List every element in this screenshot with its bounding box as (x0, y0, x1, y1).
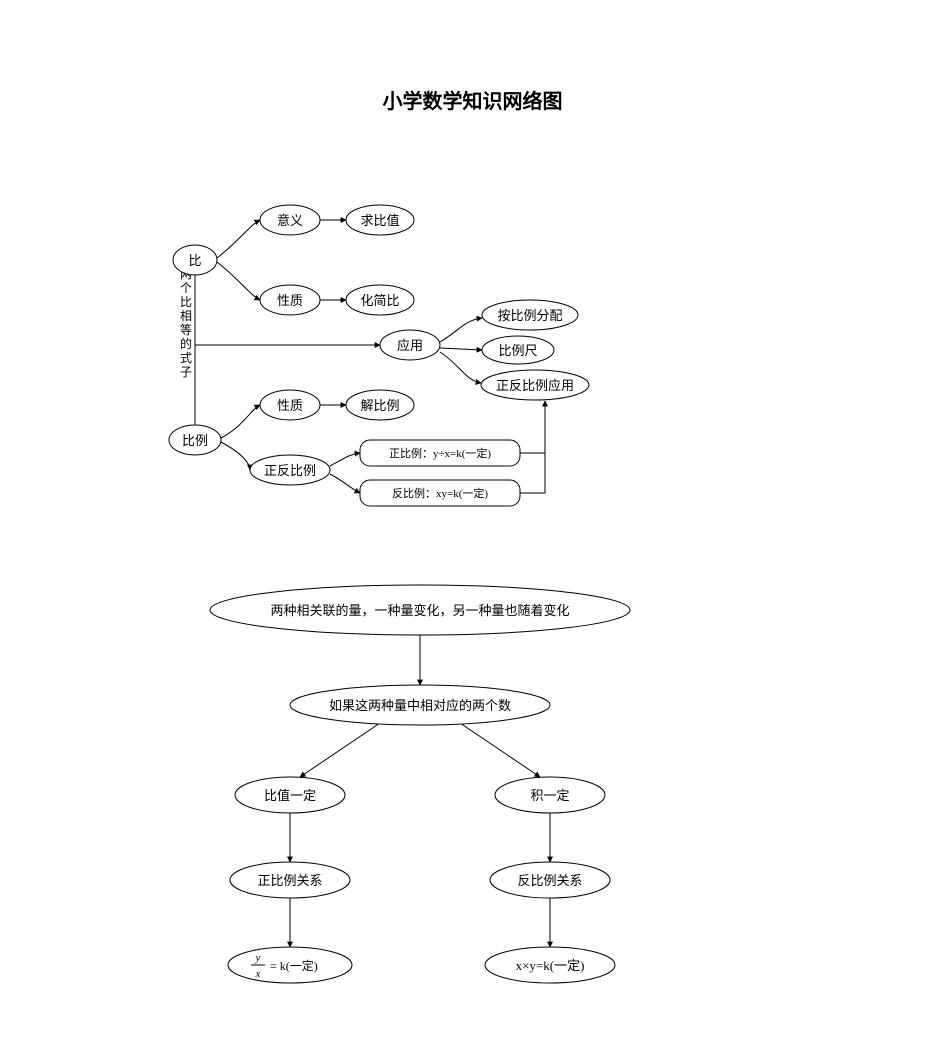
node-r1: 积一定 (495, 777, 605, 813)
node-label: 解比例 (360, 398, 399, 413)
node-huajianbi: 化简比 (346, 285, 414, 315)
page-title: 小学数学知识网络图 (0, 85, 945, 114)
node-label: 反比例：xy=k(一定) (392, 486, 488, 500)
node-label: 按比例分配 (497, 308, 562, 323)
node-label: 两种相关联的量，一种量变化，另一种量也随着变化 (270, 603, 569, 618)
node-label: 积一定 (530, 788, 569, 803)
node-label: 比值一定 (264, 788, 316, 803)
node-r2: 反比例关系 (490, 862, 610, 898)
node-label: 性质 (277, 398, 303, 413)
node-fbl: 反比例：xy=k(一定) (360, 480, 520, 506)
node-zfyy: 正反比例应用 (481, 370, 589, 400)
edge (440, 352, 481, 383)
edge (330, 474, 360, 493)
vertical-connector-label: 子 (180, 365, 192, 379)
node-label: 正反比例应用 (496, 378, 574, 393)
node-label: 正反比例 (264, 463, 316, 478)
svg-text:x: x (255, 968, 261, 980)
node-jiebili: 解比例 (346, 390, 414, 420)
vertical-connector-label: 式 (180, 351, 192, 365)
diagram-proportion-tree: 两种相关联的量，一种量变化，另一种量也随着变化如果这两种量中相对应的两个数比值一… (150, 570, 690, 1000)
node-label: 比 (188, 253, 201, 268)
node-label: 反比例关系 (517, 873, 582, 888)
node-mid: 如果这两种量中相对应的两个数 (290, 685, 550, 725)
edge (217, 220, 260, 258)
node-top: 两种相关联的量，一种量变化，另一种量也随着变化 (210, 585, 630, 635)
vertical-connector-label: 相 (180, 309, 192, 323)
node-label: 正比例关系 (257, 873, 322, 888)
node-label: 比例尺 (498, 343, 537, 358)
page: 小学数学知识网络图 两个比相等的式子比意义求比值性质化简比应用按比例分配比例尺正… (0, 0, 945, 1057)
node-qiubizhi: 求比值 (346, 205, 414, 235)
node-xingzhi2: 性质 (260, 390, 320, 420)
node-bili: 比例 (169, 425, 221, 455)
node-yingyong: 应用 (380, 330, 440, 360)
node-r3: x×y=k(一定) (485, 947, 615, 983)
node-label: x×y=k(一定) (516, 958, 585, 973)
svg-text:= k(一定): = k(一定) (270, 958, 318, 973)
edge (330, 453, 360, 466)
node-bi: 比 (173, 245, 217, 275)
node-xingzhi1: 性质 (260, 285, 320, 315)
node-label: 化简比 (360, 293, 399, 308)
node-l3: yx = k(一定) (228, 947, 352, 983)
node-label: 性质 (277, 293, 303, 308)
edge (217, 262, 260, 300)
edge (221, 405, 260, 438)
edge (520, 453, 545, 493)
edge (440, 348, 482, 350)
edge (221, 442, 250, 470)
vertical-connector-label: 个 (180, 281, 192, 295)
svg-text:y: y (255, 952, 261, 964)
node-l1: 比值一定 (235, 777, 345, 813)
node-label: 如果这两种量中相对应的两个数 (329, 698, 511, 713)
node-zfbl: 正反比例 (250, 455, 330, 485)
node-label: 正比例：y÷x=k(一定) (389, 446, 491, 460)
vertical-connector-label: 比 (180, 295, 192, 309)
node-label: 求比值 (360, 213, 399, 228)
edge (300, 723, 380, 777)
node-l2: 正比例关系 (230, 862, 350, 898)
vertical-connector-label: 的 (180, 336, 192, 351)
edge (460, 723, 540, 777)
node-yiyi: 意义 (260, 205, 320, 235)
node-label: 比例 (182, 433, 208, 448)
node-label: 意义 (277, 213, 303, 228)
diagram-ratio-network: 两个比相等的式子比意义求比值性质化简比应用按比例分配比例尺正反比例应用比例性质解… (150, 180, 690, 540)
node-bilichi: 比例尺 (482, 336, 554, 364)
node-label: 应用 (397, 338, 423, 353)
edge (440, 318, 482, 342)
vertical-connector-label: 等 (180, 323, 192, 337)
node-zbl: 正比例：y÷x=k(一定) (360, 440, 520, 466)
node-anbili: 按比例分配 (482, 300, 578, 330)
